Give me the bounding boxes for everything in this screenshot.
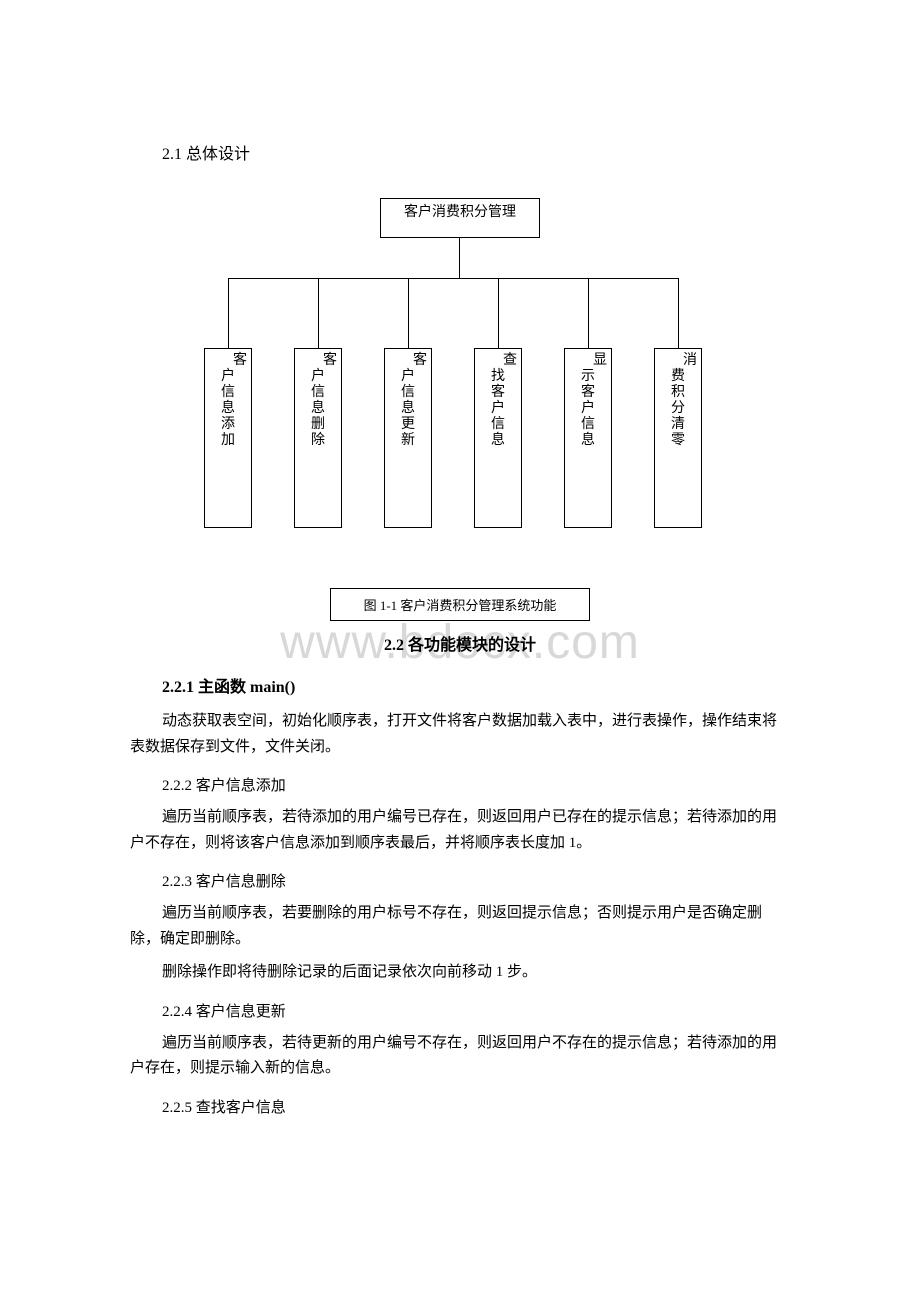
diagram-connector	[408, 278, 409, 348]
diagram-child-node: 客户信息删除	[294, 348, 342, 528]
diagram-connector	[228, 278, 678, 279]
section-2-2-title: 2.2 各功能模块的设计	[130, 631, 790, 655]
org-diagram: 客户消费积分管理 客户信息添加客户信息删除客户信息更新查找客户信息显示客户信息消…	[180, 188, 740, 558]
diagram-node-text: 费积分清零	[657, 369, 699, 449]
diagram-caption: 图 1-1 客户消费积分管理系统功能	[330, 588, 590, 621]
diagram-node-text: 找客户信息	[477, 369, 519, 449]
diagram-node-text: 户信息添加	[207, 369, 249, 449]
diagram-node-text: 显	[593, 353, 607, 369]
diagram-connector	[459, 238, 460, 278]
diagram-child-node: 消费积分清零	[654, 348, 702, 528]
diagram-node-text: 客	[233, 353, 247, 369]
diagram-node-text: 示客户信息	[567, 369, 609, 449]
subsection-heading: 2.2.1 主函数 main()	[130, 673, 790, 697]
paragraph: 动态获取表空间，初始化顺序表，打开文件将客户数据加载入表中，进行表操作，操作结束…	[130, 709, 790, 760]
sections-container: 2.2.1 主函数 main() 动态获取表空间，初始化顺序表，打开文件将客户数据…	[130, 673, 790, 1117]
subsection-heading: 2.2.3 客户信息删除	[130, 870, 790, 891]
paragraph: 遍历当前顺序表，若待更新的用户编号不存在，则返回用户不存在的提示信息；若待添加的…	[130, 1031, 790, 1082]
diagram-connector	[588, 278, 589, 348]
diagram-connector	[228, 278, 229, 348]
diagram-child-node: 显示客户信息	[564, 348, 612, 528]
diagram-child-node: 客户信息添加	[204, 348, 252, 528]
diagram-connector	[318, 278, 319, 348]
paragraph: 删除操作即将待删除记录的后面记录依次向前移动 1 步。	[130, 960, 790, 986]
diagram-child-node: 查找客户信息	[474, 348, 522, 528]
diagram-child-node: 客户信息更新	[384, 348, 432, 528]
diagram-node-text: 消	[683, 353, 697, 369]
diagram-connector	[678, 278, 679, 348]
subsection-heading: 2.2.4 客户信息更新	[130, 1000, 790, 1021]
diagram-node-text: 客	[323, 353, 337, 369]
document-page: 2.1 总体设计 客户消费积分管理 客户信息添加客户信息删除客户信息更新查找客户…	[0, 0, 920, 1227]
subsection-heading: 2.2.5 查找客户信息	[130, 1096, 790, 1117]
section-2-1-title: 2.1 总体设计	[130, 140, 790, 164]
diagram-connector	[498, 278, 499, 348]
diagram-node-text: 客	[413, 353, 427, 369]
diagram-node-text: 查	[503, 353, 517, 369]
paragraph: 遍历当前顺序表，若要删除的用户标号不存在，则返回提示信息；否则提示用户是否确定删…	[130, 901, 790, 952]
paragraph: 遍历当前顺序表，若待添加的用户编号已存在，则返回用户已存在的提示信息；若待添加的…	[130, 805, 790, 856]
diagram-node-text: 户信息删除	[297, 369, 339, 449]
subsection-heading: 2.2.2 客户信息添加	[130, 774, 790, 795]
diagram-node-text: 户信息更新	[387, 369, 429, 449]
diagram-root-node: 客户消费积分管理	[380, 198, 540, 238]
